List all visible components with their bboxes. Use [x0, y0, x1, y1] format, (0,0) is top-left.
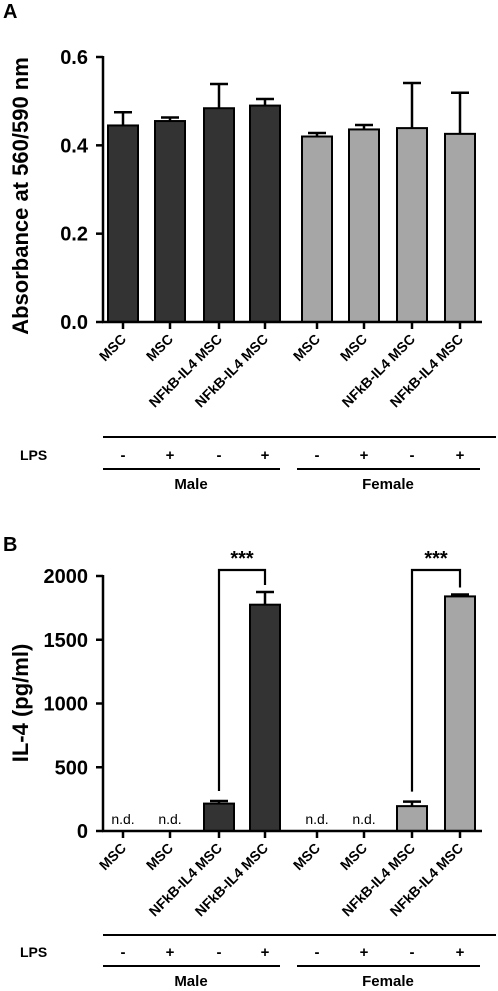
lps-row-label: LPS	[20, 944, 47, 960]
panel-a-y-axis-title: Absorbance at 560/590 nm	[8, 57, 33, 335]
panel-a-axes	[101, 56, 482, 329]
lps-row-label: LPS	[20, 447, 47, 463]
y-tick-label: 1000	[44, 694, 89, 716]
lps-sign: -	[410, 447, 415, 464]
bar	[249, 603, 281, 832]
lps-sign: +	[166, 447, 175, 464]
bar	[396, 805, 428, 833]
lps-sign: +	[360, 447, 369, 464]
y-tick-label: 500	[55, 757, 88, 779]
panel-a-bars	[107, 104, 476, 324]
panel-b-lps-table: LPS - + - + - + - + Male Female	[20, 934, 496, 990]
y-tick-label: 0.4	[60, 135, 89, 157]
significance-label: ***	[424, 548, 448, 570]
lps-sign: +	[261, 447, 270, 464]
group-label-female: Female	[362, 973, 414, 990]
bar	[396, 127, 428, 323]
y-tick-label: 1500	[44, 630, 89, 652]
lps-sign: -	[217, 944, 222, 961]
y-tick-label: 0.0	[60, 312, 88, 334]
category-label: MSC	[96, 840, 129, 873]
category-label: MSC	[337, 331, 370, 364]
lps-sign: -	[121, 447, 126, 464]
panel-a-error-bars	[114, 81, 469, 137]
panel-a-y-ticks: 0.0 0.2 0.4 0.6	[60, 47, 103, 334]
significance-bracket	[217, 568, 267, 792]
not-detected-label: n.d.	[305, 811, 328, 827]
not-detected-label: n.d.	[158, 811, 181, 827]
panel-a: A Absorbance at 560/590 nm 0.00.20.40.6 …	[3, 1, 496, 493]
category-label: MSC	[337, 840, 370, 873]
lps-sign: +	[261, 944, 270, 961]
category-label: MSC	[143, 331, 176, 364]
category-label: MSC	[290, 331, 323, 364]
panel-b-letter: B	[3, 534, 17, 556]
lps-sign: +	[456, 944, 465, 961]
lps-sign: -	[217, 447, 222, 464]
bar	[203, 107, 235, 323]
lps-sign: +	[360, 944, 369, 961]
significance-bracket	[410, 568, 462, 792]
bar	[444, 595, 476, 833]
lps-sign: +	[456, 447, 465, 464]
bar	[249, 104, 281, 324]
bar	[444, 132, 476, 323]
panel-b-error-bars	[210, 590, 469, 807]
bar	[301, 135, 333, 323]
y-tick-label: 2000	[44, 566, 89, 588]
panel-b-significance: *** ***	[217, 548, 462, 792]
category-label: MSC	[96, 331, 129, 364]
bar	[154, 120, 186, 323]
significance-label: ***	[230, 548, 254, 570]
panel-a-lps-table: LPS - + - + - + - + Male Female	[20, 436, 496, 493]
lps-sign: -	[315, 944, 320, 961]
panel-b-not-detected-labels: n.d. n.d. n.d. n.d.	[111, 811, 375, 827]
bar	[348, 128, 380, 323]
lps-sign: -	[121, 944, 126, 961]
y-tick-label: 0	[77, 821, 88, 843]
lps-sign: +	[166, 944, 175, 961]
category-label: MSC	[143, 840, 176, 873]
y-tick-label: 0.2	[60, 224, 88, 246]
group-label-male: Male	[174, 973, 207, 990]
y-tick-label: 0.6	[60, 47, 88, 69]
group-label-female: Female	[362, 476, 414, 493]
panel-b-bars	[203, 595, 476, 833]
category-label: MSC	[290, 840, 323, 873]
group-label-male: Male	[174, 476, 207, 493]
bar	[203, 802, 235, 833]
bar	[107, 124, 139, 324]
panel-a-letter: A	[3, 1, 17, 23]
panel-b-y-ticks: 0 500 1000 1500 2000	[44, 566, 103, 843]
lps-sign: -	[410, 944, 415, 961]
not-detected-label: n.d.	[352, 811, 375, 827]
lps-sign: -	[315, 447, 320, 464]
not-detected-label: n.d.	[111, 811, 134, 827]
panel-b-y-axis-title: IL-4 (pg/ml)	[8, 644, 33, 763]
panel-b-axes	[101, 575, 482, 838]
